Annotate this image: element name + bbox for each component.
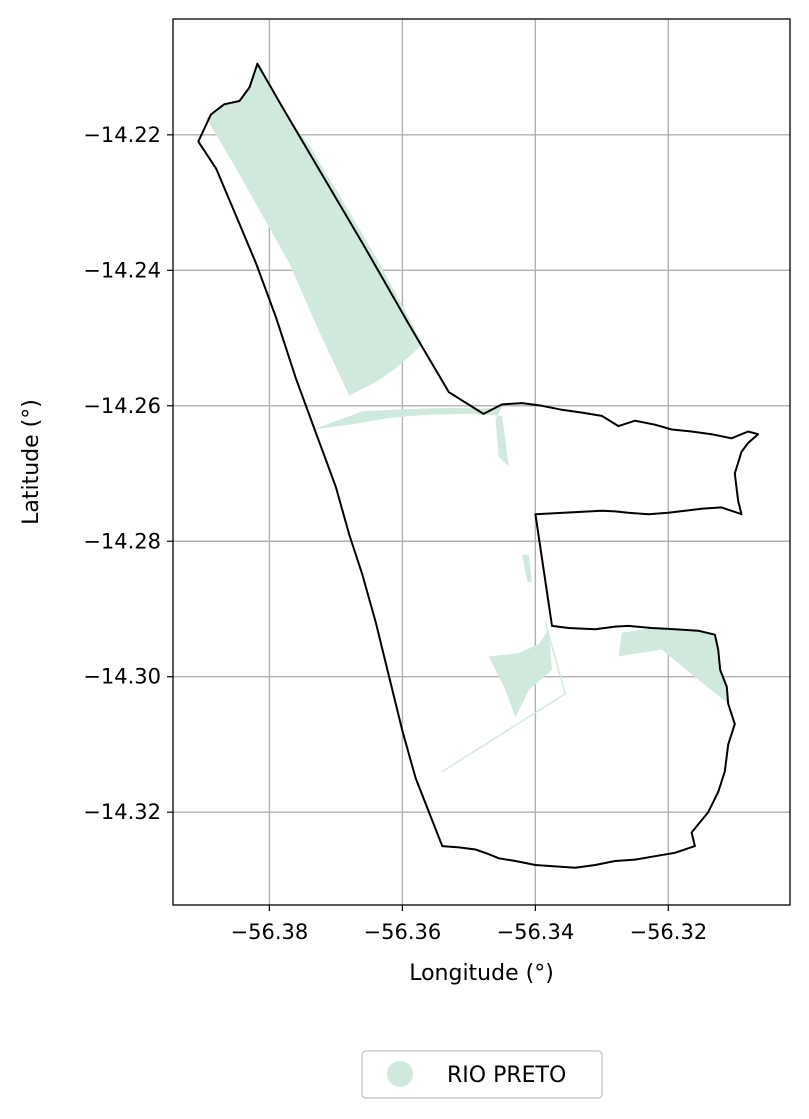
y-tick-label: −14.32 [83,800,161,824]
gridlines [173,19,790,905]
y-tick-label: −14.22 [83,123,161,147]
y-tick-label: −14.26 [83,394,161,418]
area-east-patch [618,628,729,704]
y-tick-label: −14.28 [83,529,161,553]
y-axis-title: Latitude (°) [19,399,44,525]
tick-labels: −56.38 −56.36 −56.34 −56.32 −14.22 −14.24 −14.… [83,123,707,944]
legend: RIO PRETO [361,1050,603,1099]
x-tick-label: −56.38 [231,920,309,944]
area-south-patch [488,629,552,718]
area-central-ribbon [312,407,509,467]
y-tick-label: −14.24 [83,258,161,282]
municipality-boundary [197,62,760,869]
y-tick-label: −14.30 [83,665,161,689]
x-tick-label: −56.34 [496,920,574,944]
legend-marker-rio-preto [387,1061,413,1087]
legend-label-rio-preto: RIO PRETO [447,1063,566,1088]
boundary-lines [197,62,760,869]
area-north-strip [206,63,423,396]
x-tick-label: −56.36 [364,920,442,944]
legend-box [361,1050,603,1099]
x-axis-title: Longitude (°) [409,961,554,986]
axes-frame [172,18,791,906]
x-tick-label: −56.32 [629,920,707,944]
rio-preto-areas [206,63,729,718]
area-small-sliver [522,554,532,582]
thin-boundary-line [441,622,567,773]
